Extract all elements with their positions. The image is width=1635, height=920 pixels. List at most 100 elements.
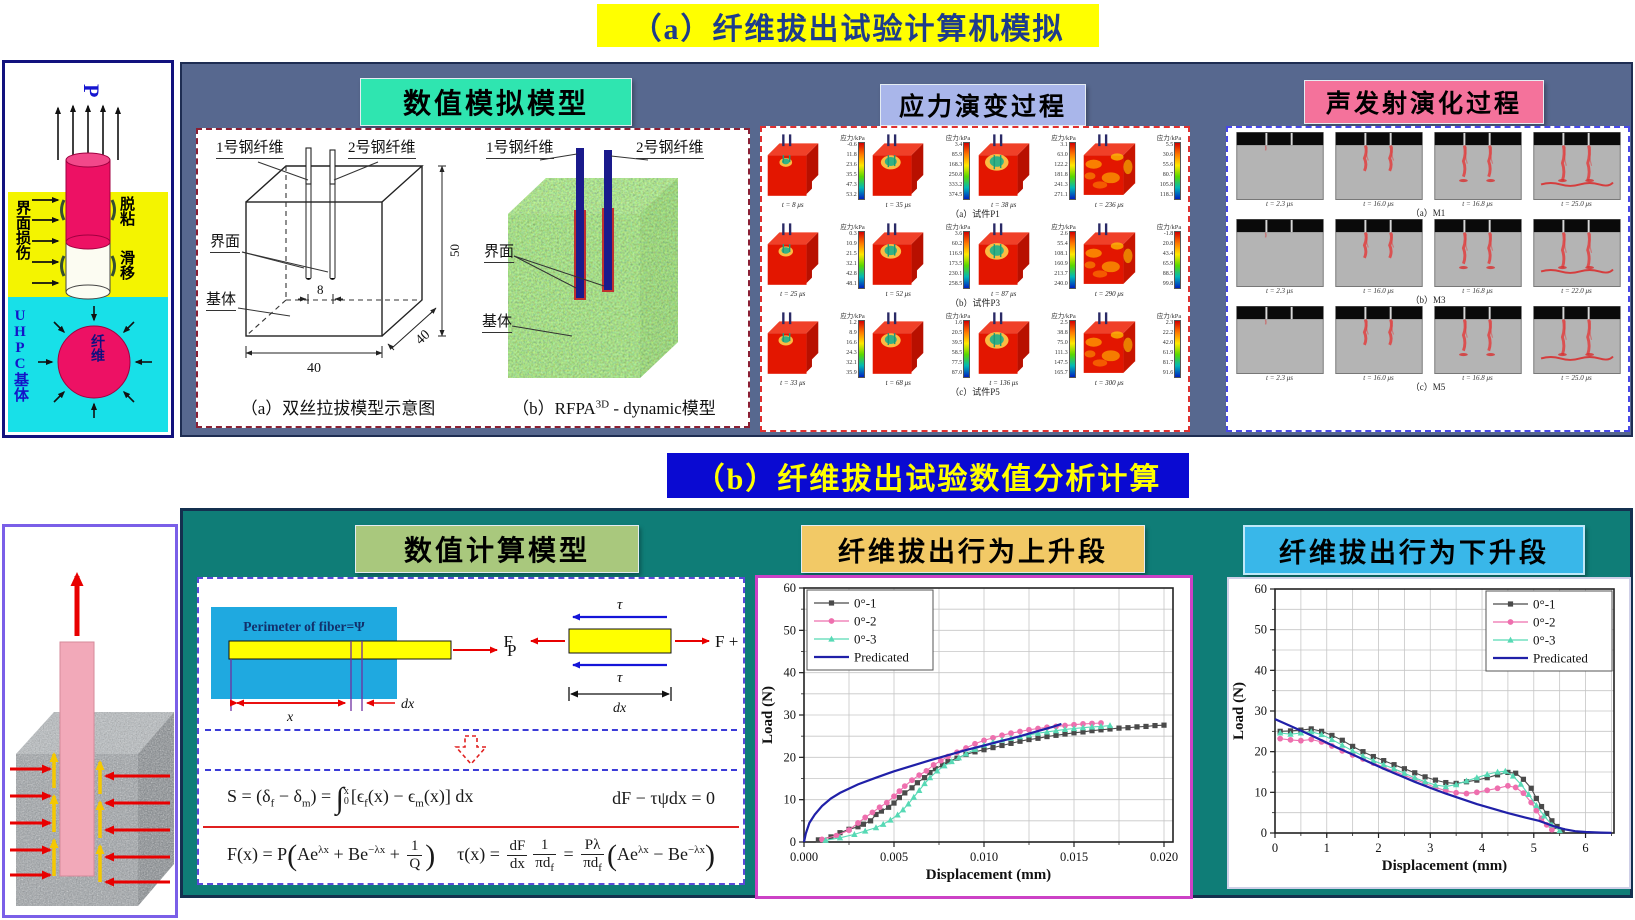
stress-colorbar-value: 147.5 (1054, 360, 1068, 366)
stress-colorbar-value: 3.6 (954, 231, 963, 237)
stress-colorbar-value: 55.4 (1057, 241, 1068, 247)
stress-colorbar-gradient (963, 231, 971, 289)
ae-time-label: t = 25.0 μs (1561, 200, 1592, 208)
stress-cell: t = 290 μs 应力/kPa -1.8 20.8 43.4 65.9 88.5 99.8 (1081, 220, 1185, 298)
interface-damage-label: 界面损伤 (14, 200, 30, 260)
tau-bottom-label: τ (617, 670, 623, 686)
stress-colorbar-values: 1.6 20.5 39.5 58.5 77.5 87.0 (952, 320, 963, 376)
stress-evolution-box: t = 8 μs 应力/kPa -0.6 11.8 23.6 35.5 47.3 53.2 t … (760, 126, 1190, 432)
y-tick-label: 60 (784, 581, 797, 595)
caption-rfpa-model: （b）RFPA3D - dynamic模型 (512, 398, 716, 418)
x-tick-label: 0.020 (1150, 850, 1178, 864)
stress-colorbar-values: 1.2 8.9 16.6 24.3 32.1 35.9 (846, 320, 857, 376)
stress-colorbar-value: 53.2 (846, 192, 857, 198)
stress-cell: t = 236 μs 应力/kPa 5.5 30.6 55.6 80.7 105.8 118.… (1081, 131, 1185, 209)
y-tick-label: 50 (1255, 623, 1268, 637)
stress-colorbar-gradient (963, 142, 971, 200)
stress-colorbar-gradient (1174, 142, 1182, 200)
x-tick-label: 0.005 (880, 850, 908, 864)
down-arrow-icon (454, 735, 488, 766)
stress-colorbar-value: 5.5 (1165, 142, 1174, 148)
banner-a-title: （a）纤维拔出试验计算机模拟 (597, 4, 1099, 47)
friction-arrows (49, 752, 105, 882)
dim-40-width: 40 (307, 361, 321, 376)
stress-row: t = 25 μs 应力/kPa 0.3 10.9 21.5 32.1 42.8 48.1 t … (764, 220, 1186, 298)
ae-frame-image (1334, 219, 1423, 287)
perimeter-label: Perimeter of fiber=Ψ (243, 619, 365, 634)
stress-colorbar-gradient (1068, 320, 1076, 378)
series-Predicated (802, 722, 1062, 843)
stress-colorbar-value: 258.5 (948, 281, 963, 287)
stress-colorbar-values: 3.4 85.9 168.3 250.8 333.2 374.5 (949, 142, 963, 198)
legend-label: 0°-1 (1533, 597, 1556, 612)
stress-time-label: t = 33 μs (780, 379, 806, 387)
x-tick-label: 6 (1582, 841, 1588, 855)
y-tick-label: 50 (784, 623, 797, 637)
ae-time-label: t = 25.0 μs (1561, 374, 1592, 382)
rfpa-model-figure (508, 148, 678, 378)
fiber-pullout-3d-figure (2, 524, 178, 918)
interface-arrows (32, 197, 60, 286)
stress-colorbar-value: 35.5 (846, 172, 857, 178)
stress-cell: t = 68 μs 应力/kPa 1.6 20.5 39.5 58.5 77.5 87.0 (870, 309, 974, 387)
stress-time-label: t = 25 μs (780, 290, 806, 298)
stress-block-image (767, 134, 819, 196)
stress-colorbar-value: 80.7 (1162, 172, 1174, 178)
x-axis-title: Displacement (mm) (1382, 858, 1507, 874)
stress-colorbar-value: 47.3 (846, 182, 857, 188)
divider-red (203, 826, 739, 828)
stress-colorbar-value: 60.2 (951, 241, 963, 247)
stress-block-image (978, 223, 1030, 285)
ae-frame-image (1334, 132, 1423, 200)
stress-colorbar-value: 58.5 (951, 350, 963, 356)
stress-cell: t = 8 μs 应力/kPa -0.6 11.8 23.6 35.5 47.3 53.2 (765, 131, 869, 209)
stress-colorbar-value: 3.4 (954, 142, 963, 148)
stress-colorbar-value: 3.1 (1060, 142, 1068, 148)
stress-colorbar-value: 35.9 (846, 370, 857, 376)
ae-row-caption: （c）M5 (1410, 382, 1446, 392)
ae-time-label: t = 16.0 μs (1363, 374, 1394, 382)
concrete-block (16, 712, 174, 906)
stress-colorbar-title: 应力/kPa (840, 135, 865, 142)
stress-block-image (1083, 134, 1136, 195)
y-tick-label: 0 (1261, 826, 1267, 840)
stress-colorbar-value: 75.0 (1057, 340, 1068, 346)
ae-row: t = 2.3 μs t = 16.0 μs t = 16.8 μs t = 22.0… (1230, 219, 1626, 295)
stress-colorbar-value: 10.9 (846, 241, 857, 247)
stress-colorbar-value: 105.8 (1159, 182, 1174, 188)
confinement-arrows (38, 306, 152, 418)
stress-colorbar-values: -1.8 20.8 43.4 65.9 88.5 99.8 (1163, 231, 1174, 287)
dim-40-depth: 40 (413, 327, 433, 348)
stress-colorbar: 应力/kPa -0.6 11.8 23.6 35.5 47.3 53.2 (821, 131, 865, 209)
stress-block-image (872, 223, 924, 285)
panel-analysis: 数值计算模型 Perimeter of fiber=Ψ (180, 508, 1633, 899)
stress-colorbar-value: 99.8 (1162, 281, 1174, 287)
stress-colorbar-values: 2.5 38.8 75.0 111.3 147.5 165.7 (1054, 320, 1068, 376)
stress-colorbar-gradient (857, 231, 865, 289)
pullout-mechanism-figure: P (2, 60, 174, 438)
stress-colorbar-title: 应力/kPa (1156, 224, 1182, 231)
ae-time-label: t = 2.3 μs (1266, 200, 1293, 208)
stress-colorbar-values: 2.6 55.4 108.1 160.9 213.7 240.0 (1054, 231, 1068, 287)
stress-colorbar-gradient (1068, 231, 1076, 289)
equation-equilibrium: dF − τψdx = 0 (612, 788, 715, 808)
stress-row: t = 8 μs 应力/kPa -0.6 11.8 23.6 35.5 47.3 53.2 t … (764, 131, 1186, 209)
ae-cell: t = 22.0 μs (1528, 219, 1625, 295)
ae-frame-image (1235, 132, 1324, 200)
rising-chart-box: 0.000 0.005 0.010 0.015 0.020 0 10 20 30 40 50 60 Di… (755, 575, 1193, 899)
ae-time-label: t = 2.3 μs (1266, 287, 1293, 295)
stress-colorbar-gradient (1174, 231, 1182, 289)
stress-colorbar-value: 22.2 (1162, 330, 1174, 336)
stress-colorbar-value: 21.5 (846, 251, 857, 257)
stress-colorbar-title: 应力/kPa (1051, 224, 1076, 231)
divider-dashed-2 (205, 769, 737, 771)
ae-time-label: t = 16.8 μs (1462, 287, 1493, 295)
ae-frame-image (1532, 306, 1621, 374)
stress-cell: t = 300 μs 应力/kPa 2.3 22.2 42.0 61.9 81.7 91.6 (1081, 309, 1185, 387)
stress-colorbar-gradient (857, 320, 865, 378)
y-axis-title: Load (N) (1231, 682, 1247, 740)
stress-time-label: t = 68 μs (885, 379, 911, 387)
stress-colorbar-value: 77.5 (951, 360, 963, 366)
stress-colorbar-value: 116.9 (948, 251, 963, 257)
fiber1-label: 1号钢纤维 (216, 140, 284, 159)
